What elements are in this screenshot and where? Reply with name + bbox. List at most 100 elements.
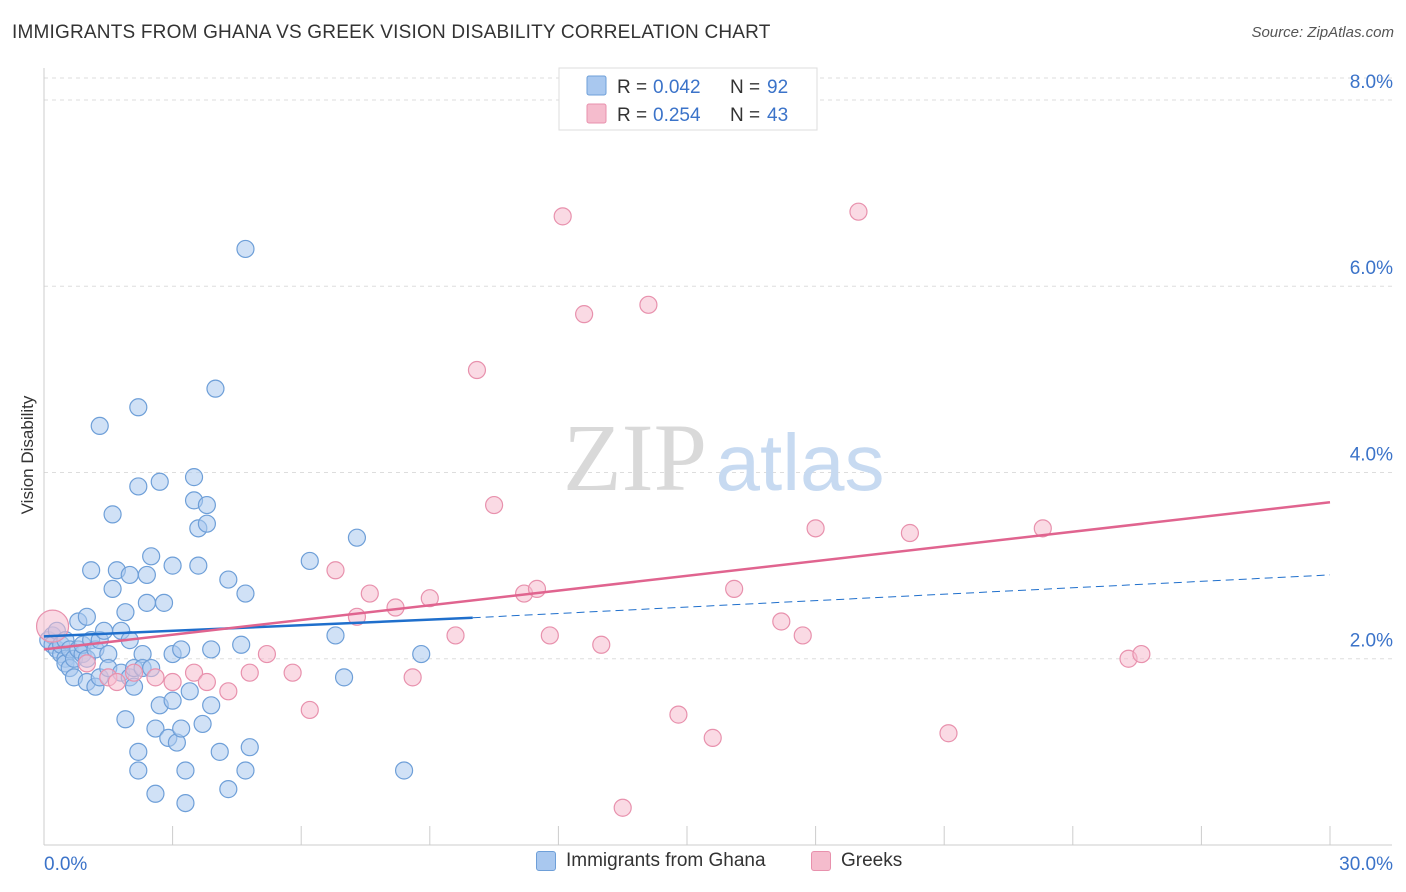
ghana-point-83 xyxy=(90,416,109,436)
greeks-point-4 xyxy=(124,663,144,682)
greeks-point-0 xyxy=(35,609,70,643)
ghana-point-46 xyxy=(137,565,156,585)
greeks-point-28 xyxy=(592,635,611,654)
greeks-point-27 xyxy=(575,305,594,324)
greeks-point-10 xyxy=(240,663,259,682)
greeks-point-40 xyxy=(1033,519,1052,538)
greeks-point-20 xyxy=(446,626,465,645)
greeks-point-34 xyxy=(772,612,791,631)
ghana-point-79 xyxy=(236,584,255,603)
series-greeks-points xyxy=(35,202,1151,817)
ghana-point-90 xyxy=(394,761,414,780)
ghana-point-88 xyxy=(334,668,354,687)
greeks-point-39 xyxy=(939,724,958,743)
greeks-point-14 xyxy=(326,561,345,580)
watermark: ZIP atlas xyxy=(563,404,884,511)
legend-r-label-ghana: R = xyxy=(617,77,647,98)
ghana-point-65 xyxy=(184,468,204,487)
ghana-point-71 xyxy=(202,696,221,715)
ghana-point-75 xyxy=(219,780,238,799)
trend-ghana-extension xyxy=(472,574,1331,619)
legend-item-ghana: Immigrants from Ghana xyxy=(536,850,766,872)
ghana-point-42 xyxy=(129,761,148,780)
greeks-point-7 xyxy=(184,663,204,682)
ghana-point-59 xyxy=(172,640,191,659)
greeks-point-29 xyxy=(613,798,632,817)
greeks-point-35 xyxy=(793,626,812,645)
ghana-point-80 xyxy=(240,738,259,757)
ghana-point-19 xyxy=(77,607,96,626)
tick-labels: 2.0% 4.0% 6.0% 8.0% 0.0% 30.0% xyxy=(44,72,1393,875)
ghana-point-85 xyxy=(236,239,255,259)
ghana-point-72 xyxy=(202,640,221,659)
legend-bottom-swatch-greeks xyxy=(811,851,831,871)
ghana-point-55 xyxy=(163,691,182,710)
ghana-point-52 xyxy=(150,472,169,491)
ghana-point-76 xyxy=(219,570,238,589)
series-ghana-points xyxy=(39,239,431,813)
ghana-point-86 xyxy=(300,551,319,571)
greeks-point-38 xyxy=(900,523,920,543)
greeks-point-5 xyxy=(146,668,165,687)
ghana-point-91 xyxy=(412,644,431,664)
greeks-point-13 xyxy=(300,700,319,720)
ghana-point-49 xyxy=(146,784,165,803)
greeks-point-21 xyxy=(467,360,487,380)
source-label: Source: ZipAtlas.com xyxy=(1251,24,1394,41)
ghana-point-37 xyxy=(120,565,139,585)
trend-lines xyxy=(43,501,1331,651)
legend-n-value-greeks: 43 xyxy=(767,105,788,126)
ghana-point-69 xyxy=(197,514,216,533)
trend-ghana xyxy=(43,616,473,638)
ghana-point-68 xyxy=(193,714,212,734)
greeks-point-37 xyxy=(849,202,868,221)
ghana-point-61 xyxy=(176,761,195,780)
watermark-atlas: atlas xyxy=(716,418,885,507)
legend-label-ghana: Immigrants from Ghana xyxy=(566,850,766,871)
greeks-point-26 xyxy=(553,207,572,226)
ghana-point-45 xyxy=(137,593,156,612)
y-tick-label-0: 2.0% xyxy=(1350,631,1393,652)
ghana-point-89 xyxy=(347,528,367,547)
legend-r-value-greeks: 0.254 xyxy=(653,105,701,126)
y-tick-label-2: 6.0% xyxy=(1350,258,1393,279)
ghana-point-82 xyxy=(103,505,122,524)
legend-r-value-ghana: 0.042 xyxy=(653,77,701,98)
legend-n-label-greeks: N = xyxy=(730,105,760,126)
greeks-point-32 xyxy=(703,728,722,747)
greeks-point-9 xyxy=(219,682,238,701)
legend-bottom-swatch-ghana xyxy=(536,851,556,871)
ghana-point-78 xyxy=(236,761,255,780)
x-tick-label-1: 30.0% xyxy=(1339,854,1393,875)
greeks-point-33 xyxy=(725,579,744,598)
greeks-point-30 xyxy=(639,295,658,314)
ghana-point-70 xyxy=(197,495,216,515)
greeks-point-22 xyxy=(485,495,504,515)
greeks-point-25 xyxy=(540,626,559,645)
ghana-point-30 xyxy=(103,579,122,598)
ghana-point-47 xyxy=(142,547,161,566)
ghana-point-63 xyxy=(180,682,199,701)
greeks-point-31 xyxy=(669,705,688,724)
ghana-point-50 xyxy=(146,719,165,738)
x-tick-label-0: 0.0% xyxy=(44,854,87,875)
legend-label-greeks: Greeks xyxy=(841,850,903,871)
greeks-point-42 xyxy=(1132,644,1151,664)
ghana-point-27 xyxy=(94,621,114,640)
ghana-point-77 xyxy=(232,635,251,654)
legend-top: R = 0.042 N = 92 R = 0.254 N = 43 xyxy=(558,67,818,131)
greeks-point-3 xyxy=(107,672,126,692)
watermark-zip: ZIP xyxy=(563,404,707,511)
ghana-point-60 xyxy=(172,719,191,738)
greeks-point-16 xyxy=(360,584,379,603)
legend-n-value-ghana: 92 xyxy=(767,77,788,98)
ghana-point-87 xyxy=(326,626,345,645)
ghana-point-84 xyxy=(129,398,148,417)
ghana-point-41 xyxy=(129,742,148,761)
ghana-point-62 xyxy=(176,793,195,813)
y-tick-label-3: 8.0% xyxy=(1350,72,1393,93)
ghana-point-34 xyxy=(116,603,135,622)
y-axis-label: Vision Disability xyxy=(18,395,37,515)
ghana-point-67 xyxy=(189,556,208,575)
ghana-point-53 xyxy=(154,593,174,612)
